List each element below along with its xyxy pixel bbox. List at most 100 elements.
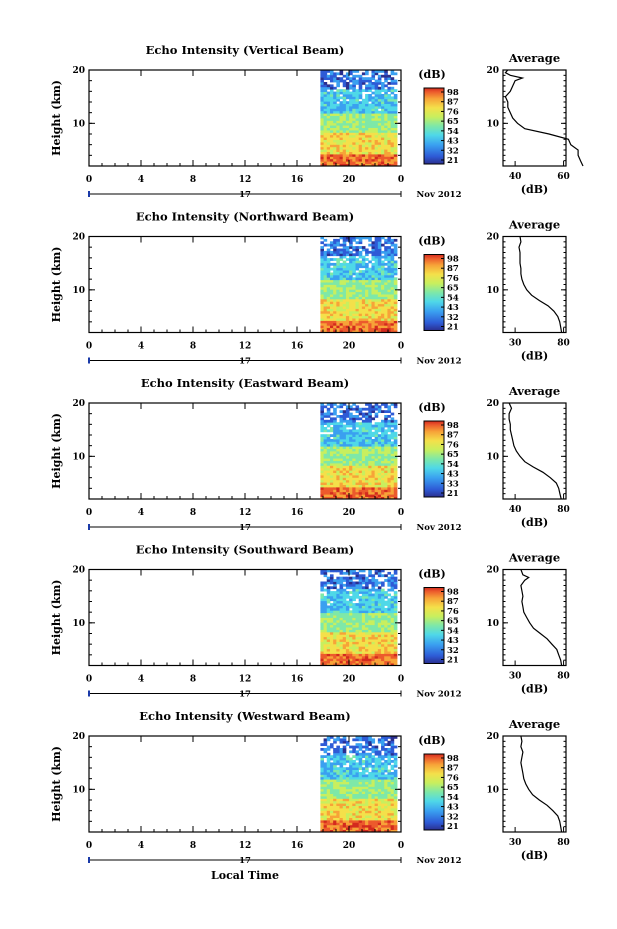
heatmap-cell bbox=[345, 651, 350, 654]
heatmap-cell bbox=[390, 146, 395, 150]
heatmap-cell bbox=[371, 631, 376, 635]
heatmap-cell bbox=[333, 250, 337, 254]
heatmap-cell bbox=[390, 270, 395, 273]
heatmap-cell bbox=[355, 612, 360, 616]
heatmap-cell bbox=[323, 574, 328, 578]
heatmap-cell bbox=[345, 322, 350, 326]
heatmap-cell bbox=[336, 460, 340, 464]
heatmap-cell bbox=[387, 655, 392, 659]
heatmap-cell bbox=[374, 82, 379, 85]
heatmap-cell bbox=[384, 434, 388, 437]
heatmap-cell bbox=[381, 786, 385, 790]
heatmap-cell bbox=[384, 417, 388, 421]
heatmap-cell bbox=[371, 282, 376, 285]
heatmap-cell bbox=[336, 615, 340, 618]
heatmap-cell bbox=[374, 745, 379, 749]
heatmap-cell bbox=[349, 612, 353, 616]
heatmap-cell bbox=[323, 738, 328, 742]
heatmap-cell bbox=[342, 624, 347, 628]
heatmap-cell bbox=[374, 622, 379, 626]
heatmap-cell bbox=[329, 98, 334, 102]
heatmap-cell bbox=[371, 243, 376, 247]
heatmap-cell bbox=[355, 634, 360, 638]
heatmap-cell bbox=[333, 127, 337, 131]
heatmap-cell bbox=[323, 660, 328, 664]
heatmap-cell bbox=[349, 767, 353, 770]
heatmap-cell bbox=[342, 822, 347, 826]
colorbar-label: 54 bbox=[447, 293, 459, 303]
heatmap-cell bbox=[333, 313, 337, 317]
heatmap-cell bbox=[320, 660, 324, 664]
heatmap-cell bbox=[355, 163, 360, 167]
heatmap-cell bbox=[387, 125, 392, 128]
heatmap-cell bbox=[326, 315, 331, 319]
heatmap-cell bbox=[361, 246, 366, 249]
heatmap-cell bbox=[336, 243, 340, 247]
heatmap-cell bbox=[355, 434, 360, 437]
heatmap-cell bbox=[361, 593, 366, 597]
heatmap-cell bbox=[355, 265, 360, 269]
heatmap-cell bbox=[358, 86, 363, 90]
heatmap-cell bbox=[323, 475, 328, 478]
heatmap-cell bbox=[371, 574, 376, 578]
heatmap-cell bbox=[361, 779, 366, 782]
heatmap-cell bbox=[345, 419, 350, 423]
heatmap-cell bbox=[355, 605, 360, 609]
heatmap-cell bbox=[371, 810, 376, 814]
heatmap-cell bbox=[342, 769, 347, 773]
heatmap-cell bbox=[377, 151, 382, 155]
heatmap-cell bbox=[320, 817, 324, 821]
heatmap-cell bbox=[355, 653, 360, 657]
heatmap-cell bbox=[393, 610, 398, 614]
heatmap-cell bbox=[393, 313, 398, 317]
heatmap-cell bbox=[339, 458, 344, 461]
heatmap-cell bbox=[358, 453, 363, 457]
heatmap-cell bbox=[329, 301, 334, 305]
heatmap-cell bbox=[355, 822, 360, 826]
heatmap-cell bbox=[387, 156, 392, 160]
chart-panel-1: Echo Intensity (Northward Beam)1020Heigh… bbox=[50, 210, 570, 367]
heatmap-cell bbox=[355, 134, 360, 138]
heatmap-cell bbox=[390, 151, 395, 155]
heatmap-cell bbox=[390, 120, 395, 124]
heatmap-cell bbox=[326, 306, 331, 309]
heatmap-cell bbox=[345, 103, 350, 107]
heatmap-cell bbox=[352, 762, 356, 766]
heatmap-cell bbox=[358, 774, 363, 778]
heatmap-cell bbox=[393, 310, 398, 314]
heatmap-cell bbox=[358, 139, 363, 143]
heatmap-cell bbox=[339, 607, 344, 611]
date-tick-label: 17 bbox=[239, 190, 251, 200]
heatmap-cell bbox=[361, 453, 366, 457]
heatmap-cell bbox=[393, 96, 398, 100]
heatmap-cell bbox=[381, 627, 385, 630]
heatmap-cell bbox=[393, 762, 398, 766]
heatmap-cell bbox=[361, 434, 366, 437]
heatmap-cell bbox=[355, 79, 360, 83]
heatmap-cell bbox=[333, 827, 337, 830]
heatmap-cell bbox=[355, 284, 360, 288]
heatmap-cell bbox=[345, 740, 350, 744]
heatmap-cell bbox=[358, 812, 363, 816]
heatmap-cell bbox=[387, 634, 392, 638]
heatmap-cell bbox=[393, 760, 398, 763]
heatmap-cell bbox=[377, 607, 382, 611]
heatmap-cell bbox=[368, 327, 372, 331]
heatmap-cell bbox=[336, 310, 340, 314]
heatmap-cell bbox=[329, 808, 334, 811]
heatmap-cell bbox=[345, 132, 350, 136]
heatmap-cell bbox=[377, 636, 382, 640]
heatmap-cell bbox=[326, 784, 331, 787]
heatmap-cell bbox=[352, 427, 356, 430]
heatmap-cell bbox=[320, 427, 324, 430]
heatmap-cell bbox=[381, 110, 385, 114]
heatmap-cell bbox=[333, 583, 337, 587]
heatmap-cell bbox=[349, 803, 353, 806]
heatmap-cell bbox=[355, 465, 360, 469]
heatmap-cell bbox=[374, 788, 379, 792]
heatmap-cell bbox=[352, 615, 356, 618]
heatmap-cell bbox=[352, 296, 356, 300]
heatmap-cell bbox=[365, 827, 369, 830]
heatmap-cell bbox=[390, 443, 395, 447]
heatmap-cell bbox=[355, 475, 360, 478]
